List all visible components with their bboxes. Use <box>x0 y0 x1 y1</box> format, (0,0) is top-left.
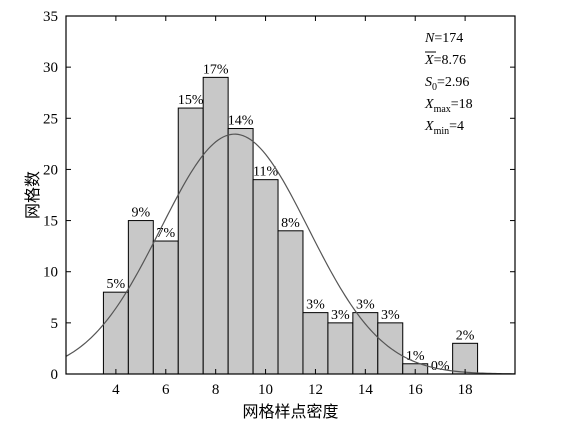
x-axis-title: 网格样点密度 <box>242 402 338 421</box>
data-label: 11% <box>253 165 278 180</box>
stat-line: N=174 <box>424 31 463 46</box>
y-tick-label: 35 <box>43 9 58 25</box>
data-label: 5% <box>107 277 126 292</box>
data-label: 7% <box>156 226 175 241</box>
data-label: 3% <box>381 308 400 323</box>
bar <box>302 312 329 375</box>
x-tick-label: 8 <box>212 382 220 398</box>
data-label: 3% <box>306 298 325 313</box>
bar <box>177 107 204 375</box>
bar <box>277 230 304 375</box>
x-tick-label: 18 <box>458 382 473 398</box>
x-tick-label: 14 <box>358 382 374 398</box>
data-labels-layer: 5%9%7%15%17%14%11%8%3%3%3%3%1%0%2% <box>107 62 475 374</box>
stat-line: S0=2.96 <box>425 75 469 93</box>
x-tick-label: 16 <box>408 382 424 398</box>
stat-line: Xmin=4 <box>424 119 464 137</box>
y-tick-label: 30 <box>43 60 58 76</box>
x-tick-label: 6 <box>162 382 170 398</box>
x-tick-label: 10 <box>258 382 273 398</box>
bar <box>452 342 479 375</box>
data-label: 14% <box>228 114 254 129</box>
bar <box>152 240 179 375</box>
data-label: 17% <box>203 62 229 77</box>
bar <box>227 128 254 375</box>
plot-frame <box>65 15 516 375</box>
y-tick-label: 5 <box>51 316 59 332</box>
x-tick-label: 4 <box>112 382 120 398</box>
y-tick-label: 25 <box>43 111 58 127</box>
y-tick-label: 15 <box>43 214 58 230</box>
normal-fit-curve <box>65 133 516 375</box>
bars-layer <box>102 76 479 375</box>
data-label: 15% <box>178 93 204 108</box>
data-label: 3% <box>356 298 375 313</box>
bar <box>352 312 379 375</box>
y-axis-ticks: 0 5 10 15 20 25 30 35 <box>43 9 515 383</box>
y-tick-label: 20 <box>43 162 58 178</box>
bar <box>202 76 229 375</box>
bar <box>327 322 354 375</box>
data-label: 3% <box>331 308 350 323</box>
bar <box>252 179 279 375</box>
x-tick-label: 12 <box>308 382 323 398</box>
bar <box>127 220 154 375</box>
data-label: 2% <box>456 328 475 343</box>
x-axis-ticks: 4 6 8 10 12 14 16 18 <box>112 16 473 398</box>
stats-box: N=174 X=8.76 S0=2.96 Xmax=18 Xmin=4 <box>424 31 473 137</box>
data-label: 8% <box>281 216 300 231</box>
stat-line: X=8.76 <box>424 53 466 68</box>
bar <box>102 291 129 375</box>
y-tick-label: 10 <box>43 265 58 281</box>
y-tick-label: 0 <box>51 367 59 383</box>
data-label: 0% <box>431 359 450 374</box>
data-label: 9% <box>131 206 150 221</box>
y-axis-title: 网格数 <box>23 171 42 219</box>
stat-line: Xmax=18 <box>424 97 473 115</box>
